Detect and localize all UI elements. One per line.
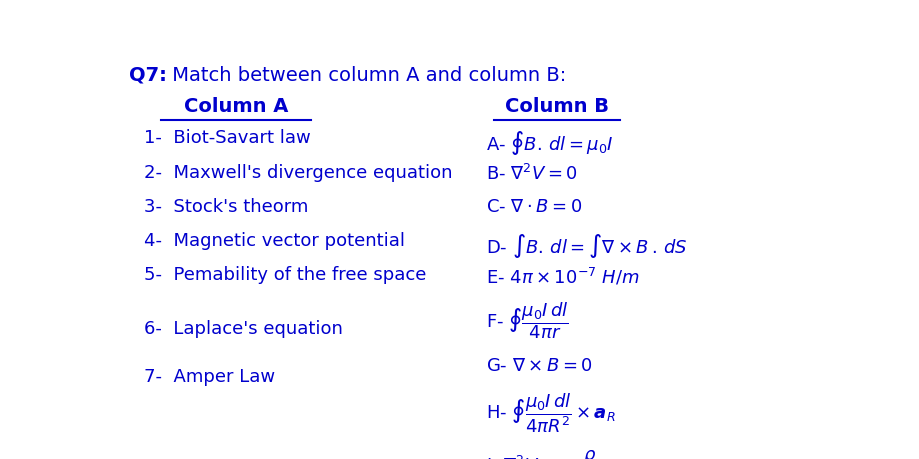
- Text: Column B: Column B: [505, 97, 608, 117]
- Text: I- $\nabla^2 V = -\dfrac{\rho}{\varepsilon_0}$: I- $\nabla^2 V = -\dfrac{\rho}{\varepsil…: [485, 448, 600, 459]
- Text: B- $\nabla^2 V = 0$: B- $\nabla^2 V = 0$: [485, 163, 577, 184]
- Text: 7-  Amper Law: 7- Amper Law: [143, 368, 275, 386]
- Text: F- $\oint\dfrac{\mu_0 I\, dl}{4\pi r}$: F- $\oint\dfrac{\mu_0 I\, dl}{4\pi r}$: [485, 301, 568, 341]
- Text: 4-  Magnetic vector potential: 4- Magnetic vector potential: [143, 232, 404, 250]
- Text: H- $\oint\dfrac{\mu_0 I\, dl}{4\pi R^2} \times \boldsymbol{a}_R$: H- $\oint\dfrac{\mu_0 I\, dl}{4\pi R^2} …: [485, 392, 615, 435]
- Text: C- $\nabla \cdot B = 0$: C- $\nabla \cdot B = 0$: [485, 198, 581, 216]
- Text: Q7:: Q7:: [129, 66, 167, 84]
- Text: 1-  Biot-Savart law: 1- Biot-Savart law: [143, 129, 310, 147]
- Text: 5-  Pemability of the free space: 5- Pemability of the free space: [143, 266, 425, 285]
- Text: G- $\nabla \times B = 0$: G- $\nabla \times B = 0$: [485, 357, 592, 375]
- Text: 2-  Maxwell's divergence equation: 2- Maxwell's divergence equation: [143, 163, 451, 182]
- Text: Column A: Column A: [184, 97, 288, 117]
- Text: 6-  Laplace's equation: 6- Laplace's equation: [143, 319, 342, 337]
- Text: D- $\int B.\, dl = \int \nabla \times B \,.\, dS$: D- $\int B.\, dl = \int \nabla \times B …: [485, 232, 686, 260]
- Text: E- $4\pi \times 10^{-7}\ H/m$: E- $4\pi \times 10^{-7}\ H/m$: [485, 266, 639, 287]
- Text: 3-  Stock's theorm: 3- Stock's theorm: [143, 198, 308, 216]
- Text: A- $\oint B.\, dl = \mu_0 I$: A- $\oint B.\, dl = \mu_0 I$: [485, 129, 613, 157]
- Text: Match between column A and column B:: Match between column A and column B:: [166, 66, 566, 84]
